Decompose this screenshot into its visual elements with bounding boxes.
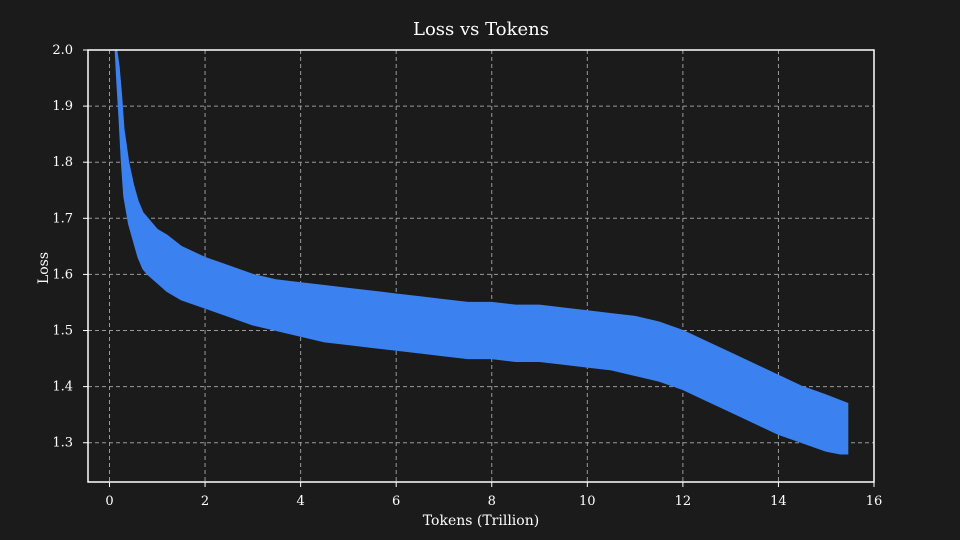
y-tick-label: 1.4 xyxy=(52,380,73,395)
x-tick-label: 16 xyxy=(866,494,883,509)
x-tick-label: 8 xyxy=(488,494,496,509)
x-tick-label: 14 xyxy=(770,494,787,509)
tick-labels: 0 2 4 6 8 10 12 14 16 1.3 1.4 1.5 1.6 1.7 1.8 1.9 2.0 xyxy=(52,43,882,509)
x-tick-label: 4 xyxy=(296,494,304,509)
loss-series-band xyxy=(114,49,849,455)
x-tick-label: 6 xyxy=(392,494,400,509)
y-tick-label: 1.3 xyxy=(52,436,73,451)
y-tick-label: 1.5 xyxy=(52,324,73,339)
y-tick-label: 2.0 xyxy=(52,43,73,58)
y-tick-label: 1.7 xyxy=(52,211,73,226)
series-group xyxy=(114,49,849,455)
x-tick-label: 12 xyxy=(675,494,692,509)
y-tick-label: 1.8 xyxy=(52,155,73,170)
y-axis-label: Loss xyxy=(36,252,52,284)
axes-frame xyxy=(83,49,875,487)
axes-border xyxy=(87,49,875,483)
x-tick-label: 0 xyxy=(105,494,113,509)
y-tick-label: 1.6 xyxy=(52,267,73,282)
x-tick-label: 2 xyxy=(201,494,209,509)
chart-title: Loss vs Tokens xyxy=(413,19,549,40)
x-tick-label: 10 xyxy=(579,494,596,509)
y-tick-label: 1.9 xyxy=(52,99,73,114)
x-axis-label: Tokens (Trillion) xyxy=(423,513,539,529)
